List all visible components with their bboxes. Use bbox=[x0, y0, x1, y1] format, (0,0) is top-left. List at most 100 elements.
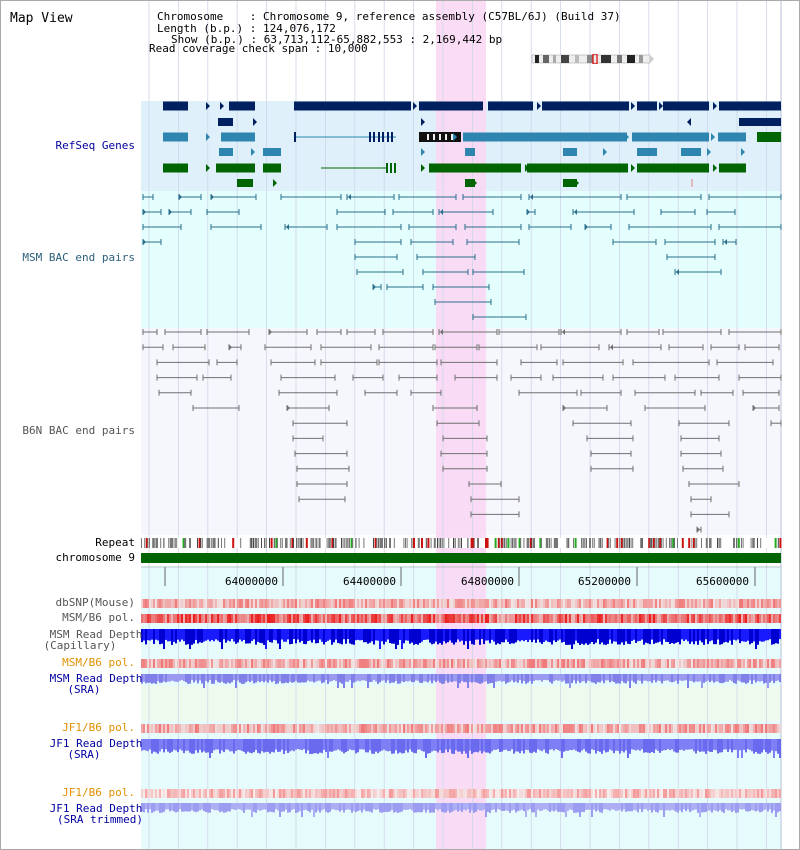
chromosome-ideogram[interactable] bbox=[531, 54, 655, 64]
polymorphism-cell bbox=[463, 659, 465, 668]
read-depth-bar bbox=[203, 629, 205, 642]
read-depth-bar bbox=[191, 803, 193, 811]
polymorphism-cell bbox=[375, 659, 377, 668]
polymorphism-cell bbox=[231, 614, 233, 623]
polymorphism-cell bbox=[663, 724, 665, 733]
polymorphism-cell bbox=[747, 789, 749, 798]
track-label-jf1-depth-sra[interactable]: JF1 Read Depth (SRA) bbox=[21, 738, 171, 760]
polymorphism-cell bbox=[289, 659, 291, 668]
track-label-b6n-bac[interactable]: B6N BAC end pairs bbox=[22, 424, 135, 437]
polymorphism-cell bbox=[321, 614, 323, 623]
read-depth-bar bbox=[289, 739, 291, 752]
track-label-jf1-depth-trimmed[interactable]: JF1 Read Depth (SRA trimmed) bbox=[21, 803, 171, 825]
read-depth-bar bbox=[451, 674, 453, 683]
polymorphism-cell bbox=[609, 724, 611, 733]
read-depth-bar bbox=[673, 803, 675, 811]
polymorphism-cell bbox=[417, 724, 419, 733]
track-label-jf1-b6-pol[interactable]: JF1/B6 pol. bbox=[62, 721, 135, 734]
polymorphism-cell bbox=[227, 724, 229, 733]
repeat-element bbox=[411, 538, 413, 548]
read-depth-bar bbox=[355, 803, 357, 813]
track-label-msm-bac[interactable]: MSM BAC end pairs bbox=[22, 251, 135, 264]
read-depth-bar bbox=[281, 629, 283, 640]
polymorphism-cell bbox=[283, 724, 285, 733]
polymorphism-cell bbox=[643, 614, 645, 623]
read-depth-bar bbox=[357, 674, 359, 681]
polymorphism-cell bbox=[721, 614, 723, 623]
read-depth-bar bbox=[203, 739, 205, 752]
read-depth-bar bbox=[615, 739, 617, 751]
polymorphism-cell bbox=[239, 659, 241, 668]
polymorphism-cell bbox=[399, 724, 401, 733]
read-depth-bar bbox=[223, 674, 225, 684]
polymorphism-cell bbox=[165, 614, 167, 623]
read-depth-bar bbox=[409, 803, 411, 810]
polymorphism-cell bbox=[251, 659, 253, 668]
repeat-element bbox=[189, 538, 191, 548]
polymorphism-cell bbox=[661, 789, 663, 798]
polymorphism-cell bbox=[141, 614, 143, 623]
repeat-element bbox=[505, 538, 507, 548]
read-depth-bar bbox=[261, 803, 263, 811]
polymorphism-cell bbox=[175, 789, 177, 798]
track-label-msm-depth-capillary[interactable]: MSM Read Depth (Capillary) bbox=[21, 629, 171, 651]
read-depth-bar bbox=[161, 629, 163, 644]
polymorphism-cell bbox=[503, 789, 505, 798]
polymorphism-cell bbox=[321, 599, 323, 608]
read-depth-bar bbox=[319, 629, 321, 640]
read-depth-bar bbox=[705, 803, 707, 812]
repeat-element bbox=[373, 538, 374, 548]
read-depth-bar bbox=[625, 674, 627, 684]
read-depth-bar bbox=[345, 674, 347, 682]
repeat-element bbox=[141, 538, 142, 548]
read-depth-bar bbox=[511, 739, 513, 750]
read-depth-bar bbox=[407, 674, 409, 682]
read-depth-bar bbox=[413, 674, 415, 683]
polymorphism-cell bbox=[145, 724, 147, 733]
polymorphism-cell bbox=[603, 789, 605, 798]
track-label-jf1-b6-pol-2[interactable]: JF1/B6 pol. bbox=[62, 786, 135, 799]
polymorphism-cell bbox=[653, 599, 655, 608]
repeat-element bbox=[152, 538, 155, 548]
polymorphism-cell bbox=[291, 614, 293, 623]
read-depth-bar bbox=[409, 739, 411, 750]
track-label-msm-b6-pol[interactable]: MSM/B6 pol. bbox=[62, 611, 135, 624]
repeat-element bbox=[355, 538, 357, 548]
polymorphism-cell bbox=[403, 659, 405, 668]
read-depth-bar bbox=[267, 739, 269, 752]
gene-direction-arrow bbox=[562, 329, 565, 335]
read-depth-bar bbox=[325, 674, 327, 681]
track-label-dbsnp[interactable]: dbSNP(Mouse) bbox=[55, 596, 135, 609]
read-depth-bar bbox=[275, 739, 277, 750]
polymorphism-cell bbox=[507, 724, 509, 733]
read-depth-bar bbox=[677, 739, 679, 753]
polymorphism-cell bbox=[257, 724, 259, 733]
selection-highlight bbox=[436, 1, 486, 849]
read-depth-bar bbox=[571, 674, 573, 684]
read-depth-bar bbox=[329, 674, 331, 682]
track-label-msm-b6-pol-2[interactable]: MSM/B6 pol. bbox=[62, 656, 135, 669]
read-depth-bar bbox=[327, 803, 329, 813]
polymorphism-cell bbox=[161, 789, 163, 798]
gene-direction-arrow bbox=[525, 164, 529, 172]
track-label-msm-depth-sra[interactable]: MSM Read Depth (SRA) bbox=[21, 673, 171, 695]
polymorphism-cell bbox=[743, 659, 745, 668]
read-depth-bar bbox=[425, 629, 427, 640]
polymorphism-cell bbox=[381, 599, 383, 608]
repeat-element bbox=[736, 538, 738, 548]
repeat-element bbox=[526, 538, 529, 548]
polymorphism-cell bbox=[649, 599, 651, 608]
polymorphism-cell bbox=[599, 724, 601, 733]
read-depth-bar bbox=[569, 674, 571, 688]
track-label-repeat[interactable]: Repeat bbox=[95, 536, 135, 549]
read-depth-bar bbox=[637, 674, 639, 681]
read-depth-bar bbox=[353, 674, 355, 683]
track-label-chromosome[interactable]: chromosome 9 bbox=[55, 551, 135, 564]
polymorphism-cell bbox=[611, 599, 613, 608]
track-label-refseq-genes[interactable]: RefSeq Genes bbox=[55, 139, 135, 152]
polymorphism-cell bbox=[773, 724, 775, 733]
chromosome-bar bbox=[141, 553, 781, 563]
polymorphism-cell bbox=[251, 789, 253, 798]
